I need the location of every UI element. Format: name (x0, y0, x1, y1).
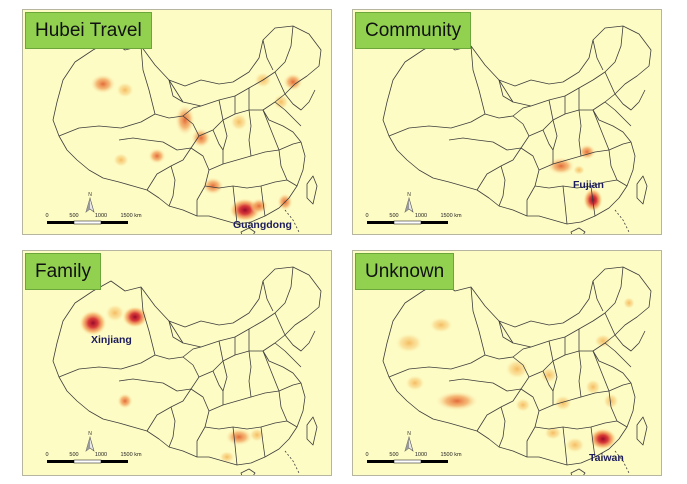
map-panel-unknown: Taiwan 0 500 1000 1500 km Unknown (352, 250, 662, 476)
hotspots (79, 304, 265, 463)
svg-text:500: 500 (389, 213, 398, 219)
china-map-unknown: Taiwan 0 500 1000 1500 km (365, 266, 652, 475)
svg-text:1500 km: 1500 km (440, 452, 462, 458)
svg-text:0: 0 (45, 213, 48, 219)
panel-title: Hubei Travel (25, 12, 152, 49)
panel-title: Unknown (355, 253, 455, 290)
svg-text:500: 500 (69, 452, 78, 458)
hotspots (90, 72, 303, 222)
svg-text:0: 0 (365, 452, 368, 458)
panel-title: Community (355, 12, 472, 49)
hotspots (547, 144, 603, 212)
highlight-label: Taiwan (589, 452, 624, 464)
svg-text:1000: 1000 (95, 213, 107, 219)
svg-text:1000: 1000 (95, 452, 107, 458)
hotspots (395, 297, 635, 453)
north-arrow-icon (85, 430, 95, 452)
svg-text:0: 0 (365, 213, 368, 219)
highlight-label: Guangdong (233, 219, 292, 231)
china-map-family: Xinjiang 0 500 1000 1500 km (45, 266, 322, 475)
scale-bar: 0 500 1000 1500 km (365, 213, 462, 225)
north-arrow-icon (404, 430, 414, 452)
panel-title: Family (25, 253, 101, 290)
map-panel-family: Xinjiang 0 500 1000 1500 km Family (22, 250, 332, 476)
north-arrow-icon (404, 191, 414, 213)
svg-text:1500 km: 1500 km (120, 452, 142, 458)
svg-text:1500 km: 1500 km (440, 213, 462, 219)
map-panel-community: Fujian 0 500 1000 1500 km Community (352, 9, 662, 235)
highlight-label: Fujian (573, 179, 604, 191)
scale-bar: 0 500 1000 1500 km (45, 213, 142, 225)
svg-text:0: 0 (45, 452, 48, 458)
china-map-community: Fujian 0 500 1000 1500 km (365, 25, 652, 234)
svg-text:1000: 1000 (415, 452, 427, 458)
scale-bar: 0 500 1000 1500 km (365, 452, 462, 464)
north-arrow-icon (85, 191, 95, 213)
svg-text:1000: 1000 (415, 213, 427, 219)
highlight-label: Xinjiang (91, 334, 132, 346)
map-panel-hubei-travel: Guangdong 0 500 1000 1500 km Hubei Trave… (22, 9, 332, 235)
svg-text:500: 500 (389, 452, 398, 458)
china-map-hubei-travel: Guangdong 0 500 1000 1500 km (45, 25, 322, 234)
svg-text:500: 500 (69, 213, 78, 219)
svg-text:1500 km: 1500 km (120, 213, 142, 219)
scale-bar: 0 500 1000 1500 km (45, 452, 142, 464)
